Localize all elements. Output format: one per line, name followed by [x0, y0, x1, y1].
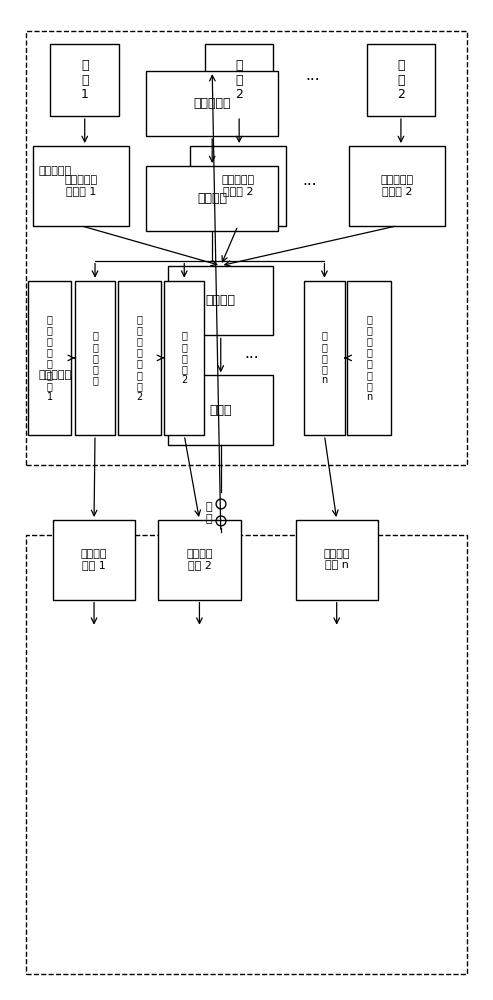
Text: 用
户
2: 用 户 2	[397, 59, 405, 101]
Text: 正
交
波
形
发
生
器
1: 正 交 波 形 发 生 器 1	[47, 314, 53, 402]
Bar	[146, 166, 279, 231]
Text: ···: ···	[305, 73, 320, 88]
Text: 相
关
电
路
2: 相 关 电 路 2	[181, 330, 187, 385]
Text: 相
关
电
路
一: 相 关 电 路 一	[92, 330, 98, 385]
Bar	[168, 375, 274, 445]
Text: 光电探测器: 光电探测器	[193, 97, 231, 110]
Bar	[33, 146, 129, 226]
Bar	[29, 281, 71, 435]
Bar	[75, 281, 115, 435]
Text: 正
交
波
形
发
生
器
2: 正 交 波 形 发 生 器 2	[137, 314, 143, 402]
Bar	[26, 31, 467, 465]
Text: ···: ···	[302, 178, 317, 193]
Bar	[146, 71, 279, 136]
Bar	[50, 44, 119, 116]
Text: 正交波形发
生电路 1: 正交波形发 生电路 1	[65, 175, 98, 196]
Text: 电分路器: 电分路器	[197, 192, 227, 205]
Text: 用
户
1: 用 户 1	[81, 59, 89, 101]
Text: 电合路器: 电合路器	[206, 294, 236, 307]
Bar	[367, 44, 435, 116]
Text: 信号接收端: 信号接收端	[38, 166, 71, 176]
Bar	[26, 535, 467, 974]
Text: 信号发射端: 信号发射端	[38, 370, 71, 380]
Text: 正交波形发
生电路 2: 正交波形发 生电路 2	[381, 175, 414, 196]
Bar	[168, 266, 274, 335]
Bar	[295, 520, 378, 600]
Bar	[158, 520, 241, 600]
Bar	[53, 520, 135, 600]
Text: 判决再生
电路 n: 判决再生 电路 n	[323, 549, 350, 570]
Bar	[348, 281, 390, 435]
Text: 相
关
电
路
n: 相 关 电 路 n	[321, 330, 327, 385]
Text: ···: ···	[244, 351, 259, 366]
Text: 激光器: 激光器	[210, 404, 232, 417]
Bar	[304, 281, 345, 435]
Bar	[190, 146, 286, 226]
Text: 正交波形发
生电路 2: 正交波形发 生电路 2	[221, 175, 254, 196]
Text: 用
户
2: 用 户 2	[235, 59, 243, 101]
Bar	[205, 44, 274, 116]
Bar	[118, 281, 161, 435]
Text: 正
交
波
形
发
生
器
n: 正 交 波 形 发 生 器 n	[366, 314, 372, 402]
Text: 判决再生
电路 1: 判决再生 电路 1	[81, 549, 107, 570]
Text: 光
纤: 光 纤	[206, 502, 212, 524]
Bar	[164, 281, 204, 435]
Bar	[350, 146, 445, 226]
Text: 判决再生
电路 2: 判决再生 电路 2	[186, 549, 212, 570]
